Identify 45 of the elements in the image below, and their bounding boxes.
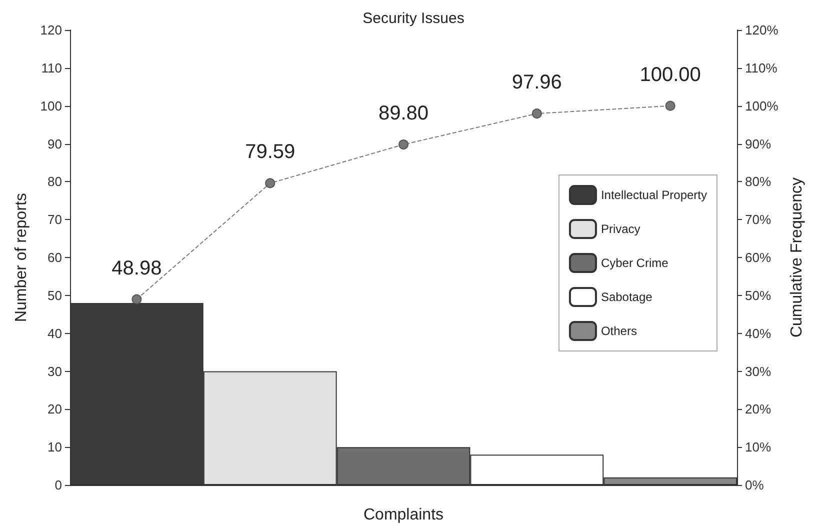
y2-axis-title: Cumulative Frequency: [788, 177, 806, 338]
y2-tick-label: 0%: [745, 478, 764, 492]
legend-label: Others: [600, 324, 637, 338]
point: [265, 178, 276, 188]
y2-tick-label: 40%: [745, 326, 772, 341]
point: [132, 294, 142, 304]
y-tick-label: 60: [48, 250, 62, 265]
y2-tick-label: 30%: [745, 364, 772, 379]
legend-label: Cyber Crime: [600, 256, 669, 270]
data-label: 97.96: [512, 72, 562, 94]
y-tick-label: 90: [48, 136, 62, 152]
y2-tick-label: 60%: [745, 250, 772, 265]
y-tick-label: 0: [54, 478, 62, 492]
y2-tick-label: 20%: [745, 402, 772, 417]
legend-label: Intellectual Property: [600, 188, 708, 202]
legend-label: Privacy: [600, 222, 640, 236]
y-tick-label: 70: [48, 212, 62, 228]
data-label: 89.80: [378, 102, 429, 125]
y-tick-label: 50: [48, 288, 62, 303]
y-tick-label: 20: [48, 402, 62, 417]
y2-tick-label: 50%: [745, 288, 772, 303]
y-tick-label: 30: [48, 364, 62, 379]
y2-tick-label: 110%: [745, 60, 778, 76]
point: [665, 100, 676, 111]
y2-tick-label: 90%: [745, 136, 772, 152]
y-axis-title: Number of reports: [12, 193, 30, 322]
data-label: 100.00: [640, 64, 701, 86]
y2-tick-label: 80%: [745, 174, 772, 190]
y-tick-label: 40: [48, 326, 62, 341]
data-label: 79.59: [245, 141, 296, 164]
y2-tick-label: 70%: [745, 212, 772, 228]
point: [398, 140, 408, 150]
y-tick-label: 100: [40, 98, 62, 114]
y-tick-label: 80: [48, 174, 62, 190]
y2-tick-label: 120%: [745, 22, 779, 38]
y-tick-label: 110: [41, 60, 62, 76]
y2-tick-label: 10%: [745, 440, 772, 455]
y-tick-label: 10: [48, 440, 62, 455]
chart-title: Security Issues: [362, 10, 464, 27]
data-label: 48.98: [112, 257, 162, 280]
legend-label: Sabotage: [600, 290, 653, 304]
y2-tick-label: 100%: [745, 98, 779, 114]
point: [532, 108, 542, 119]
y-tick-label: 120: [40, 22, 62, 38]
x-axis-title: Complaints: [363, 506, 444, 524]
